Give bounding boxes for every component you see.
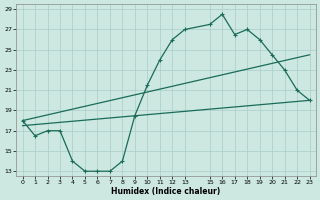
X-axis label: Humidex (Indice chaleur): Humidex (Indice chaleur) [111, 187, 221, 196]
